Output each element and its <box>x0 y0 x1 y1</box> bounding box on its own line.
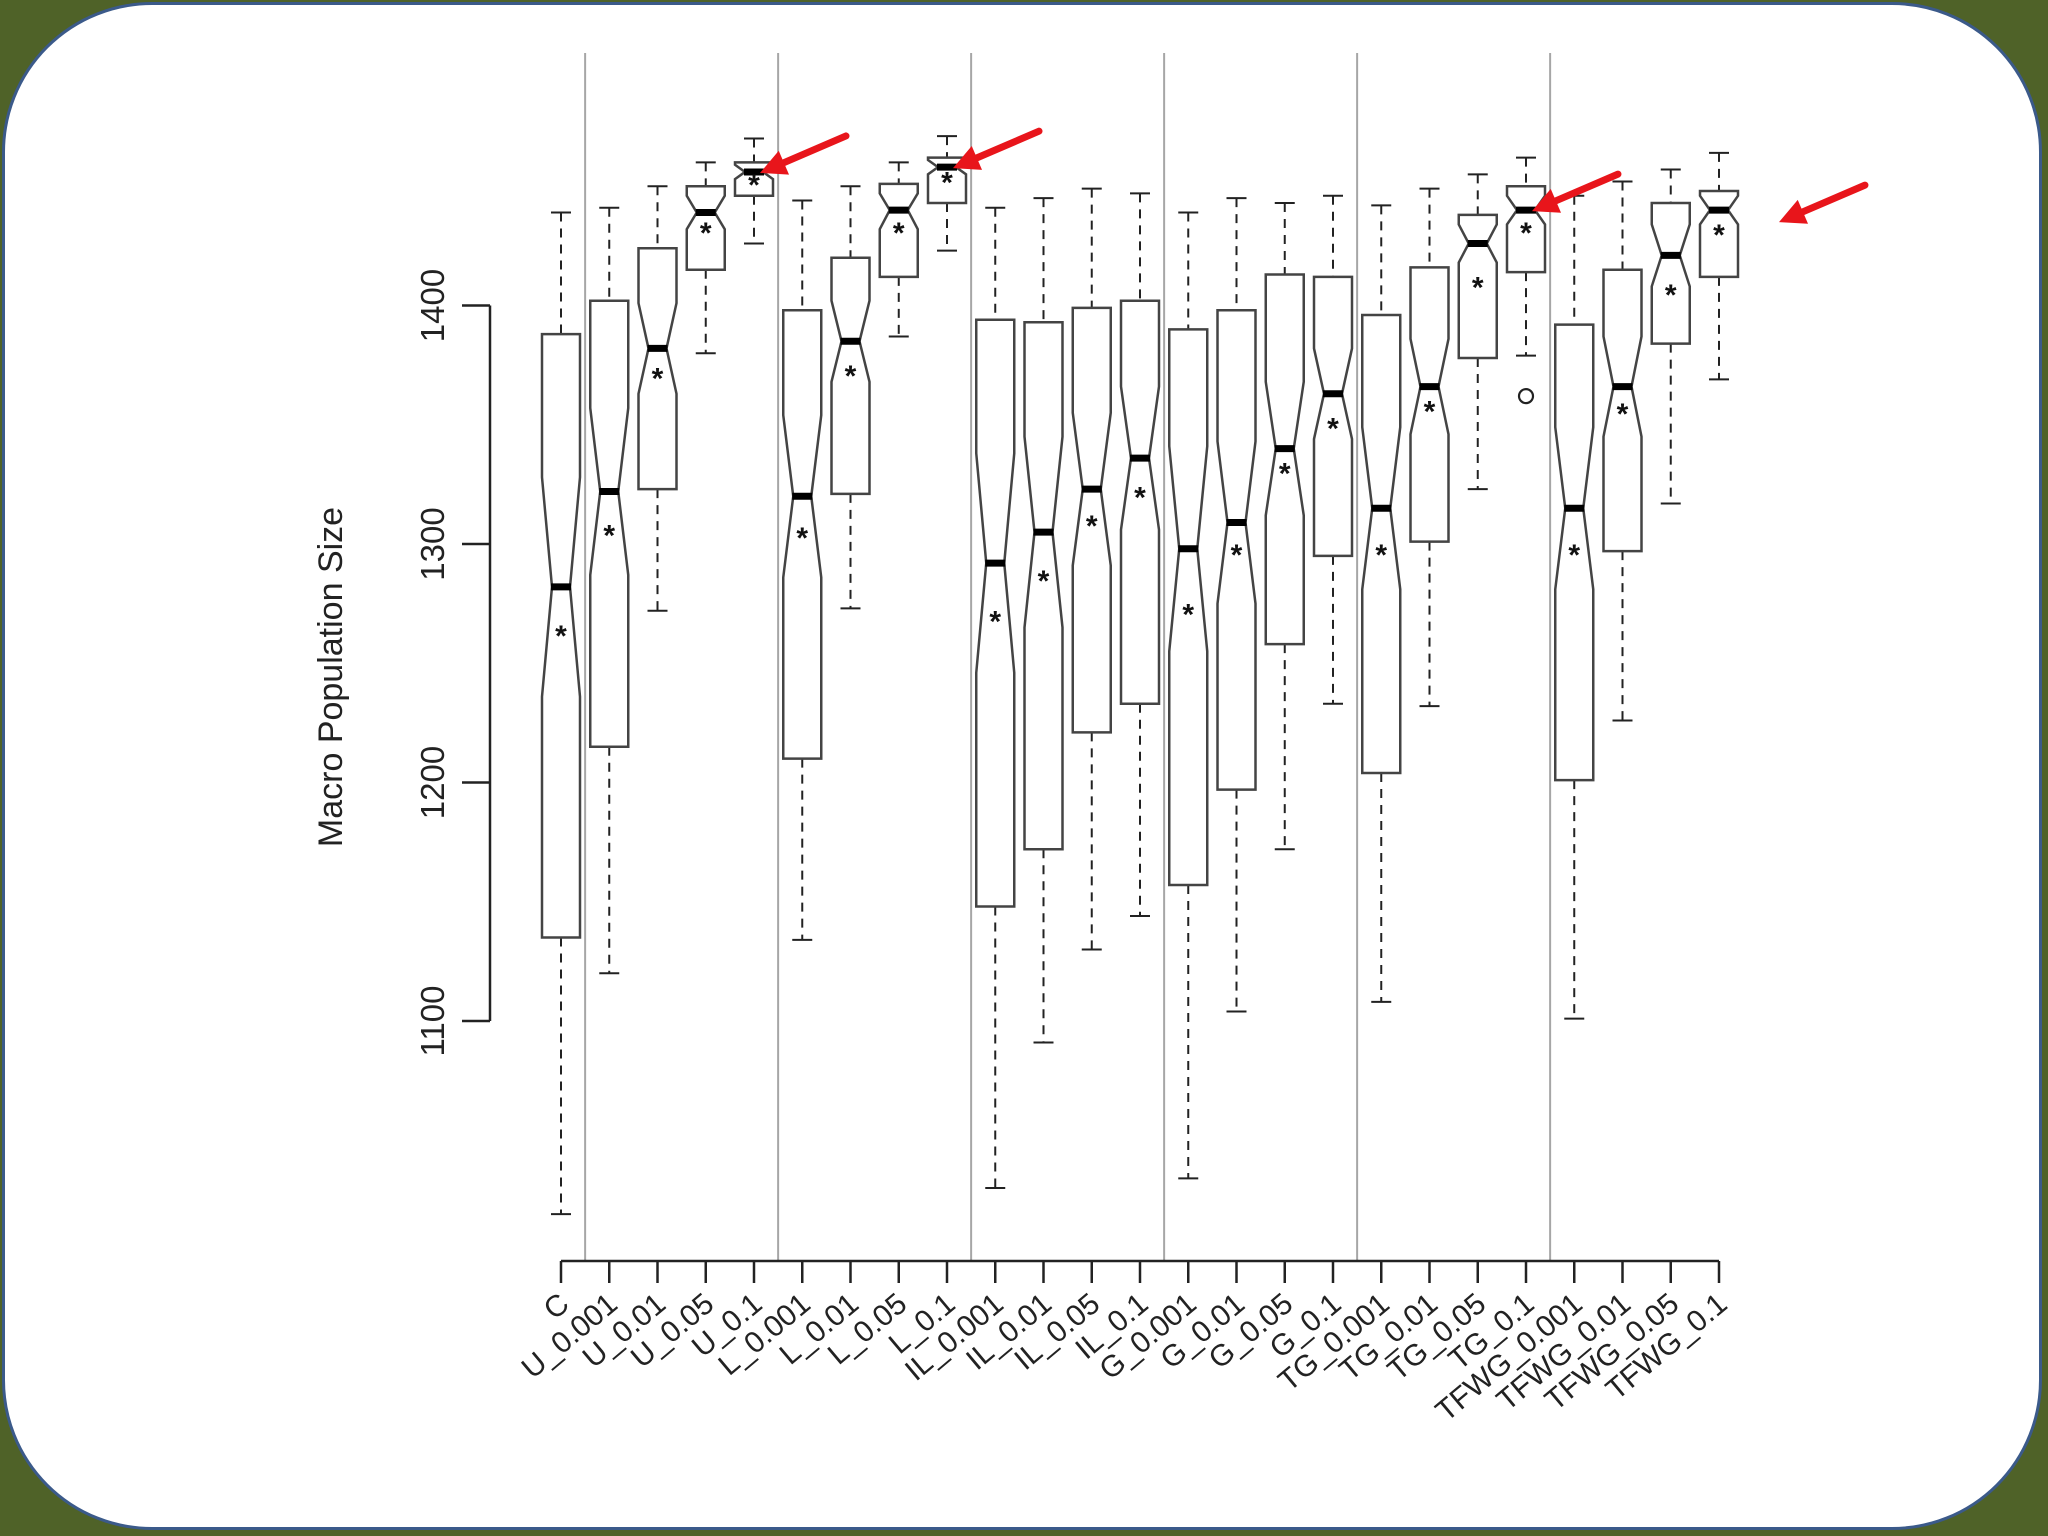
mean-marker: * <box>1424 396 1436 429</box>
mean-marker: * <box>1279 458 1291 491</box>
box-l-0-01: * <box>830 185 871 610</box>
red-arrow-u-0-1 <box>760 132 850 175</box>
notched-box <box>1168 328 1209 887</box>
notched-box <box>1457 213 1498 360</box>
arrow-shaft <box>1552 170 1622 205</box>
notched-box <box>540 332 582 939</box>
box-l-0-001: * <box>782 199 823 941</box>
mean-marker: * <box>1568 539 1580 572</box>
arrow-head <box>1532 188 1562 213</box>
notched-box <box>1071 306 1112 734</box>
box-g-0-1: * <box>1312 194 1354 705</box>
mean-marker: * <box>1472 272 1484 305</box>
boxplot-series: * * * * * * * * * * * * * * * * * * * * * * * * * <box>540 135 1740 1216</box>
arrow-head <box>953 145 983 170</box>
notched-box <box>1650 201 1691 345</box>
box-g-0-001: * <box>1168 211 1209 1180</box>
notched-box <box>975 318 1016 908</box>
mean-marker: * <box>1134 482 1146 515</box>
notched-box <box>830 256 871 496</box>
box-tfwg-0-05: * <box>1650 168 1691 505</box>
notched-box <box>1023 320 1064 851</box>
box-tfwg-0-1: * <box>1698 151 1740 381</box>
x-axis: CU_0.001U_0.01U_0.05U_0.1L_0.001L_0.01L_… <box>516 1259 1733 1428</box>
red-arrow-l-0-1 <box>953 127 1043 170</box>
notched-box <box>637 247 678 491</box>
mean-marker: * <box>1665 279 1677 312</box>
mean-marker: * <box>1713 219 1725 252</box>
y-axis-label: Macro Population Size <box>312 507 350 847</box>
notched-box <box>589 299 630 748</box>
box-il-0-1: * <box>1119 192 1161 918</box>
box-tg-0-1: * <box>1505 156 1547 357</box>
box-tg-0-05: * <box>1457 173 1498 491</box>
arrow-shaft <box>1799 181 1869 216</box>
red-arrow-tg-0-1 <box>1532 170 1622 213</box>
arrow-shaft <box>780 132 850 167</box>
box-tfwg-0-001: * <box>1554 194 1595 1020</box>
mean-marker: * <box>1327 412 1339 445</box>
notched-box <box>1312 275 1354 558</box>
mean-marker: * <box>893 217 905 250</box>
y-axis: 1100 1200 1300 1400 <box>414 269 492 1057</box>
arrow-head <box>760 150 790 175</box>
mean-marker: * <box>603 520 615 553</box>
box-u-0-001: * <box>589 206 630 975</box>
box-l-0-1: * <box>926 135 968 252</box>
annotation-arrows <box>760 127 1869 224</box>
box-tg-0-001: * <box>1361 204 1402 1003</box>
y-tick-label: 1400 <box>414 269 451 342</box>
mean-marker: * <box>1520 217 1532 250</box>
box-u-0-1: * <box>733 137 775 245</box>
mean-marker: * <box>555 620 567 653</box>
notched-box <box>1602 268 1643 553</box>
mean-marker: * <box>1182 598 1194 631</box>
y-tick-label: 1300 <box>414 507 451 580</box>
notched-box <box>1119 299 1161 706</box>
box-il-0-001: * <box>975 206 1016 1189</box>
box-c: * <box>540 211 582 1216</box>
notched-box <box>1409 266 1450 543</box>
mean-marker: * <box>1375 539 1387 572</box>
mean-marker: * <box>748 169 760 202</box>
mean-marker: * <box>700 217 712 250</box>
mean-marker: * <box>1231 539 1243 572</box>
y-tick-label: 1200 <box>414 746 451 819</box>
notched-box <box>782 309 823 760</box>
outlier-point <box>1517 388 1535 405</box>
mean-marker: * <box>941 167 953 200</box>
boxplot-chart: * * * * * * * * * * * * * * * * * * * * * * * * * 1100 1200 1300 14… <box>312 53 1869 1428</box>
mean-marker: * <box>845 360 857 393</box>
box-u-0-01: * <box>637 185 678 612</box>
mean-marker: * <box>652 362 664 395</box>
notched-box <box>685 185 726 271</box>
box-tg-0-01: * <box>1409 187 1450 708</box>
box-g-0-05: * <box>1264 201 1305 851</box>
arrow-head <box>1779 199 1809 224</box>
box-il-0-01: * <box>1023 197 1064 1044</box>
box-u-0-05: * <box>685 161 726 355</box>
box-g-0-01: * <box>1216 197 1257 1013</box>
y-tick-label: 1100 <box>414 986 451 1057</box>
notched-box <box>1361 313 1402 775</box>
notched-box <box>1216 309 1257 791</box>
box-tfwg-0-01: * <box>1602 180 1643 722</box>
notched-box <box>1554 323 1595 782</box>
mean-marker: * <box>1617 398 1629 431</box>
box-l-0-05: * <box>878 161 919 338</box>
arrow-shaft <box>973 127 1043 162</box>
mean-marker: * <box>796 522 808 555</box>
mean-marker: * <box>1038 565 1050 598</box>
red-arrow-tfwg-0-1 <box>1779 181 1869 224</box>
box-il-0-05: * <box>1071 187 1112 951</box>
notched-box <box>1264 273 1305 646</box>
group-separators <box>584 53 1552 1261</box>
mean-marker: * <box>1086 510 1098 543</box>
mean-marker: * <box>989 606 1001 639</box>
